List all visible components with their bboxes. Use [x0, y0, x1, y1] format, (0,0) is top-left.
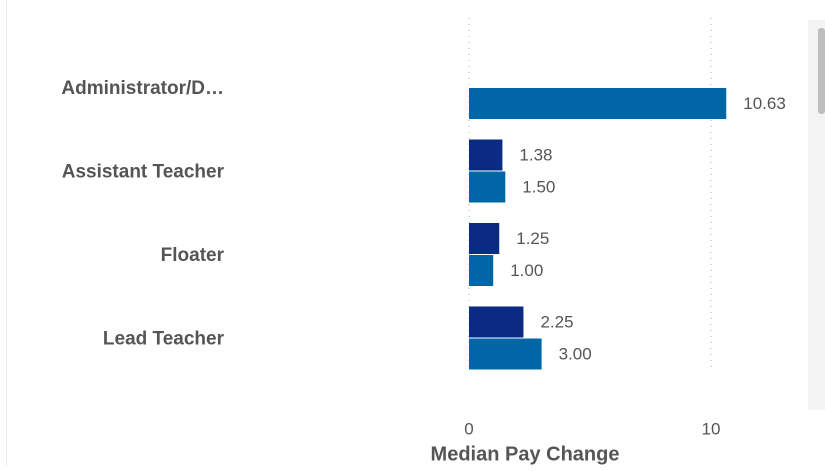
value-label: 10.63 [743, 94, 786, 113]
category-label: Lead Teacher [103, 329, 225, 350]
bar [469, 223, 500, 254]
value-label: 1.00 [510, 261, 543, 280]
scrollbar-thumb[interactable] [818, 28, 825, 114]
bar [469, 88, 727, 119]
value-label: 1.50 [522, 177, 555, 196]
bar [469, 338, 542, 370]
bar [469, 171, 506, 203]
value-label: 2.25 [540, 312, 573, 331]
bar [469, 306, 524, 338]
x-axis-title: Median Pay Change [431, 443, 620, 465]
bar [469, 255, 494, 286]
value-label: 1.38 [519, 145, 552, 164]
category-label: Assistant Teacher [62, 162, 225, 183]
category-label: Administrator/D… [61, 78, 224, 99]
value-label: 1.25 [516, 229, 549, 248]
x-tick-label: 0 [464, 419, 473, 438]
bar [469, 139, 503, 171]
value-label: 3.00 [559, 344, 592, 363]
x-tick-label: 10 [702, 419, 721, 438]
scrollbar-track [808, 20, 825, 410]
category-label: Floater [161, 245, 225, 266]
